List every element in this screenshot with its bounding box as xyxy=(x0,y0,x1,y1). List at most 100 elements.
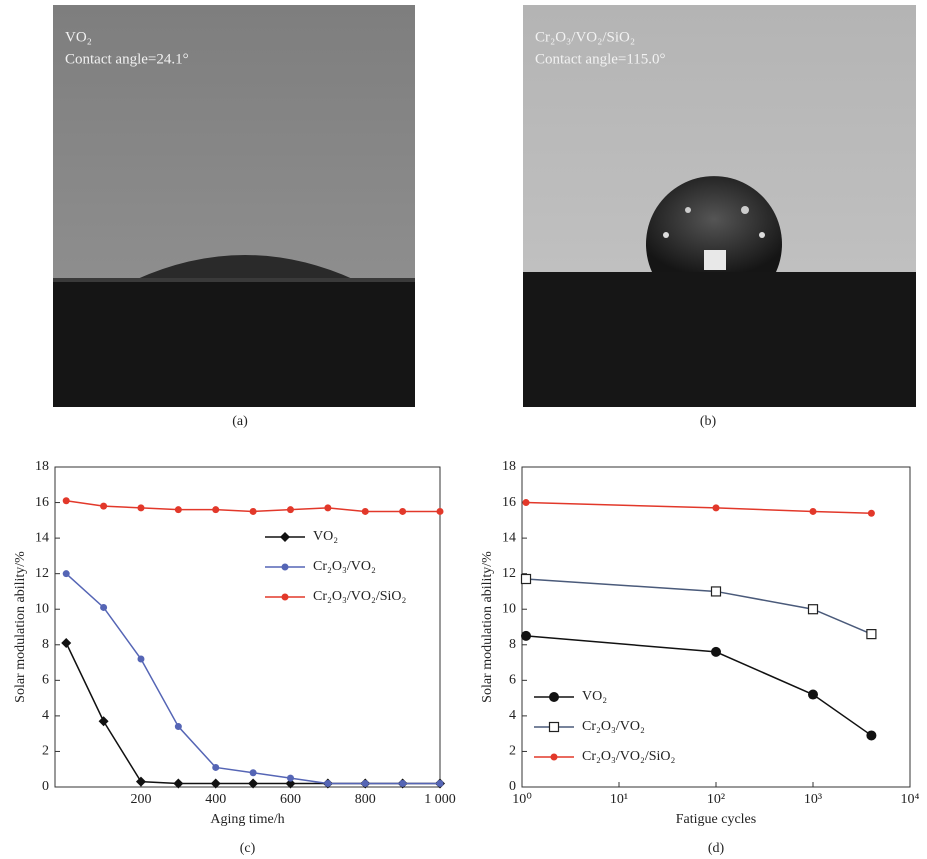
marker xyxy=(713,504,720,511)
marker xyxy=(868,510,875,517)
marker xyxy=(712,587,721,596)
x-tick-label: 400 xyxy=(205,792,226,807)
y-tick-label: 14 xyxy=(502,530,516,545)
y-tick-label: 14 xyxy=(35,530,49,545)
x-tick-label: 800 xyxy=(355,792,376,807)
legend-label: Cr₂O₃/VO₂/SiO₂ xyxy=(313,589,407,604)
photo-b: Cr₂O₃/VO₂/SiO₂ Contact angle=115.0° (b) xyxy=(523,5,916,429)
x-axis-label: Aging time/h xyxy=(210,812,284,827)
legend-marker xyxy=(280,532,290,542)
x-tick-label: 10¹ xyxy=(610,792,628,807)
marker xyxy=(137,504,144,511)
y-tick-label: 4 xyxy=(509,708,516,723)
legend-marker xyxy=(549,692,559,702)
photo-label: Contact angle=115.0° xyxy=(535,51,666,67)
y-tick-label: 18 xyxy=(502,459,516,474)
photo-label: VO₂ xyxy=(65,29,92,45)
marker xyxy=(437,780,444,787)
marker xyxy=(522,575,531,584)
marker xyxy=(63,570,70,577)
marker xyxy=(810,508,817,515)
plot-frame xyxy=(55,467,440,787)
legend-marker xyxy=(550,723,559,732)
marker xyxy=(711,647,721,657)
x-tick-label: 600 xyxy=(280,792,301,807)
y-tick-label: 8 xyxy=(509,637,516,652)
y-tick-label: 18 xyxy=(35,459,49,474)
y-tick-label: 6 xyxy=(509,673,516,688)
photo-label: Cr₂O₃/VO₂/SiO₂ xyxy=(535,29,635,45)
y-tick-label: 2 xyxy=(509,744,516,759)
marker xyxy=(287,506,294,513)
caption: (a) xyxy=(232,414,248,429)
marker xyxy=(100,604,107,611)
legend-label: Cr₂O₃/VO₂ xyxy=(582,719,645,734)
y-tick-label: 0 xyxy=(42,779,49,794)
y-axis-label: Solar modulation ability/% xyxy=(13,551,28,703)
marker xyxy=(399,780,406,787)
marker xyxy=(521,631,531,641)
plot-frame xyxy=(522,467,910,787)
marker xyxy=(867,630,876,639)
x-tick-label: 10⁴ xyxy=(901,792,920,807)
y-tick-label: 10 xyxy=(35,601,49,616)
figure: VO₂ Contact angle=24.1° (a) Cr₂O₃/VO₂/Si… xyxy=(0,0,927,859)
chart: 0 2 4 6 8 10 12 14 16 18 200 400 600 800 1 000 Aging ti… xyxy=(13,459,456,856)
marker xyxy=(324,504,331,511)
marker xyxy=(63,497,70,504)
y-tick-label: 2 xyxy=(42,744,49,759)
marker xyxy=(287,775,294,782)
photo-label: Contact angle=24.1° xyxy=(65,51,189,67)
y-tick-label: 16 xyxy=(35,495,49,510)
y-tick-label: 12 xyxy=(502,566,516,581)
photo-a: VO₂ Contact angle=24.1° (a) xyxy=(53,5,415,429)
caption: (d) xyxy=(708,841,725,856)
marker xyxy=(808,690,818,700)
x-axis-label: Fatigue cycles xyxy=(676,812,756,827)
marker xyxy=(809,605,818,614)
marker xyxy=(362,780,369,787)
x-tick-label: 10² xyxy=(707,792,725,807)
y-axis-label: Solar modulation ability/% xyxy=(480,551,495,703)
marker xyxy=(399,508,406,515)
y-tick-label: 6 xyxy=(42,673,49,688)
x-tick-label: 200 xyxy=(130,792,151,807)
marker xyxy=(250,508,257,515)
y-tick-label: 16 xyxy=(502,495,516,510)
marker xyxy=(866,730,876,740)
marker xyxy=(212,506,219,513)
x-tick-label: 1 000 xyxy=(424,792,456,807)
marker xyxy=(324,780,331,787)
marker xyxy=(175,506,182,513)
legend-marker xyxy=(551,754,558,761)
legend-marker xyxy=(282,564,289,571)
caption: (c) xyxy=(240,841,256,856)
marker xyxy=(100,503,107,510)
y-tick-label: 4 xyxy=(42,708,49,723)
marker xyxy=(136,777,146,787)
series-line xyxy=(526,636,871,736)
marker xyxy=(437,508,444,515)
legend-label: Cr₂O₃/VO₂/SiO₂ xyxy=(582,749,676,764)
series-line xyxy=(66,643,440,783)
y-tick-label: 12 xyxy=(35,566,49,581)
legend-label: VO₂ xyxy=(313,529,338,544)
series-line xyxy=(526,579,871,634)
legend-label: Cr₂O₃/VO₂ xyxy=(313,559,376,574)
marker xyxy=(523,499,530,506)
marker xyxy=(362,508,369,515)
marker xyxy=(212,764,219,771)
caption: (b) xyxy=(700,414,717,429)
y-tick-label: 10 xyxy=(502,601,516,616)
marker xyxy=(99,716,109,726)
marker xyxy=(175,723,182,730)
marker xyxy=(250,769,257,776)
marker xyxy=(137,656,144,663)
y-tick-label: 8 xyxy=(42,637,49,652)
legend-label: VO₂ xyxy=(582,689,607,704)
marker xyxy=(61,638,71,648)
series-line xyxy=(526,503,871,514)
x-tick-label: 10⁰ xyxy=(512,792,532,807)
legend-marker xyxy=(282,594,289,601)
